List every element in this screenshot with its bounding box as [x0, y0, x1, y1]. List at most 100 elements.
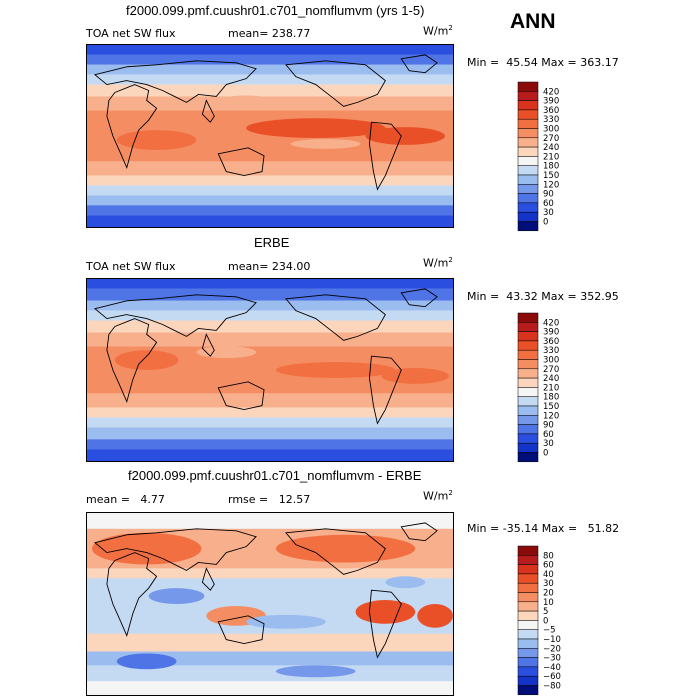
- band: [87, 634, 453, 652]
- colorbar-swatch: [518, 101, 538, 110]
- colorbar-swatch: [518, 602, 538, 611]
- band: [87, 427, 453, 439]
- panel1-map: [86, 44, 454, 228]
- panel3-rmse-label: rmse =: [228, 493, 268, 506]
- colorbar-swatch: [518, 175, 538, 184]
- panel1-map-svg: [87, 45, 453, 227]
- panel3-mean: mean = 4.77: [86, 493, 165, 506]
- panel2-minmax: Min = 43.32 Max = 352.95: [467, 290, 619, 303]
- colorbar-swatch: [518, 166, 538, 175]
- panel3-colorbar-svg: 80604030201050−5−10−20−30−40−60−80: [518, 546, 578, 694]
- panel3-units-base: W/m: [423, 490, 448, 503]
- band: [87, 394, 453, 408]
- panel2-variable: TOA net SW flux: [86, 260, 176, 273]
- warm-blob: [117, 130, 197, 150]
- cloud-blob: [196, 346, 256, 358]
- band: [87, 513, 453, 529]
- colorbar-swatch: [518, 620, 538, 629]
- panel3-title: f2000.099.pmf.cuushr01.c701_nomflumvm - …: [128, 468, 421, 483]
- colorbar-swatch: [518, 415, 538, 424]
- colorbar-swatch: [518, 425, 538, 434]
- colorbar-swatch: [518, 341, 538, 350]
- panel2-units-exp: 2: [448, 256, 452, 264]
- colorbar-level-label: 0: [543, 218, 548, 228]
- panel1-min-label: Min =: [467, 56, 499, 69]
- colorbar-swatch: [518, 350, 538, 359]
- panel1-units-base: W/m: [423, 25, 448, 38]
- panel2-colorbar: 420 390 360 330 300 270 240 210 180 150 120 90 60 30 0: [518, 313, 578, 461]
- band: [87, 75, 453, 85]
- panel1-units-exp: 2: [448, 24, 452, 32]
- band: [87, 162, 453, 176]
- band: [87, 417, 453, 427]
- colorbar-swatch: [518, 138, 538, 147]
- panel1-variable: TOA net SW flux: [86, 27, 176, 40]
- colorbar-swatch: [518, 453, 538, 462]
- band: [87, 449, 453, 461]
- band: [87, 408, 453, 418]
- band: [87, 289, 453, 301]
- band: [87, 439, 453, 449]
- panel2-min-value: 43.32: [506, 290, 538, 303]
- panel1-max-label: Max =: [541, 56, 576, 69]
- panel1-units: W/m2: [423, 24, 453, 38]
- colorbar-swatch: [518, 639, 538, 648]
- panel3-units: W/m2: [423, 489, 453, 503]
- colorbar-swatch: [518, 397, 538, 406]
- warm-blob: [417, 604, 453, 628]
- colorbar-swatch: [518, 443, 538, 452]
- cloud-blob: [216, 95, 276, 109]
- band: [87, 279, 453, 289]
- colorbar-swatch: [518, 546, 538, 555]
- cold-blob: [246, 615, 326, 629]
- colorbar-swatch: [518, 555, 538, 564]
- panel1-max-value: 363.17: [580, 56, 619, 69]
- panel3-mean-label: mean =: [86, 493, 130, 506]
- panel2-mean-label: mean=: [228, 260, 268, 273]
- panel3-max-label: Max =: [542, 522, 577, 535]
- colorbar-swatch: [518, 630, 538, 639]
- colorbar-swatch: [518, 313, 538, 322]
- band: [87, 205, 453, 215]
- band: [87, 176, 453, 186]
- colorbar-swatch: [518, 222, 538, 231]
- colorbar-swatch: [518, 203, 538, 212]
- panel1-min-value: 45.54: [506, 56, 538, 69]
- cold-blob: [149, 588, 205, 604]
- band: [87, 45, 453, 55]
- colorbar-swatch: [518, 322, 538, 331]
- colorbar-swatch: [518, 194, 538, 203]
- warm-blob: [365, 127, 445, 145]
- panel2-max-value: 352.95: [580, 290, 619, 303]
- panel2-min-label: Min =: [467, 290, 499, 303]
- band: [87, 55, 453, 65]
- panel1-mean-value: 238.77: [272, 27, 311, 40]
- band: [87, 681, 453, 695]
- panel3-rmse: rmse = 12.57: [228, 493, 310, 506]
- panel3-colorbar: 80 60 40 30 20 10 5 0 −5 −10 −20 −30 −40 −60 −80: [518, 546, 578, 694]
- warm-blob: [276, 535, 415, 563]
- band: [87, 185, 453, 195]
- panel3-min-value: -35.14: [503, 522, 538, 535]
- colorbar-swatch: [518, 110, 538, 119]
- band: [87, 65, 453, 75]
- panel2-map: [86, 278, 454, 462]
- colorbar-swatch: [518, 574, 538, 583]
- panel2-units: W/m2: [423, 256, 453, 270]
- colorbar-swatch: [518, 406, 538, 415]
- panel1-minmax: Min = 45.54 Max = 363.17: [467, 56, 619, 69]
- panel2-title: ERBE: [254, 235, 289, 250]
- colorbar-level-label: 0: [543, 449, 548, 459]
- warm-blob: [356, 600, 416, 624]
- panel1-mean-label: mean=: [228, 27, 268, 40]
- panel3-min-label: Min =: [467, 522, 499, 535]
- panel2-mean: mean= 234.00: [228, 260, 310, 273]
- colorbar-swatch: [518, 686, 538, 695]
- cold-blob: [276, 665, 356, 677]
- panel3-max-value: 51.82: [588, 522, 620, 535]
- warm-blob: [276, 362, 395, 378]
- colorbar-swatch: [518, 583, 538, 592]
- colorbar-swatch: [518, 593, 538, 602]
- colorbar-swatch: [518, 212, 538, 221]
